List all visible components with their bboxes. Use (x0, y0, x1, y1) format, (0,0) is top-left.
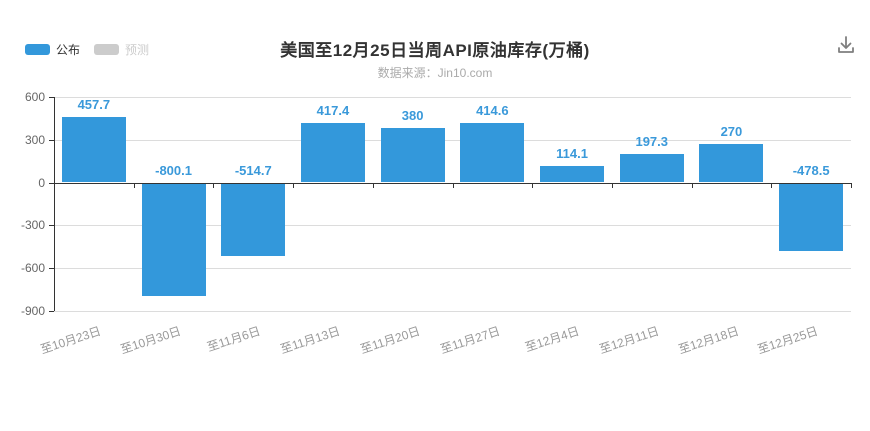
x-axis-tick (532, 182, 534, 188)
bar-value-label: 114.1 (556, 146, 588, 162)
bar-value-label: -800.1 (155, 162, 192, 178)
y-axis-tick (49, 182, 54, 184)
legend: 公布 预测 (25, 41, 149, 58)
x-axis-label: 至11月27日 (438, 323, 502, 357)
x-axis-tick (611, 182, 613, 188)
y-axis-tick (49, 225, 54, 227)
gridline (54, 267, 851, 269)
bar-value-label: -514.7 (234, 162, 272, 178)
bar[interactable] (619, 154, 684, 183)
bar-value-label: 380 (401, 108, 424, 124)
bar[interactable] (779, 182, 844, 251)
x-axis-tick (133, 182, 135, 188)
bar-value-label: 457.7 (77, 97, 111, 113)
legend-item-published[interactable]: 公布 (25, 41, 80, 58)
gridline (54, 139, 851, 141)
x-axis-label: 至11月20日 (358, 323, 422, 357)
gridline (54, 225, 851, 227)
x-axis-label: 至11月13日 (278, 323, 342, 357)
bar[interactable] (61, 117, 126, 183)
bar[interactable] (540, 166, 605, 183)
bar[interactable] (300, 123, 365, 183)
legend-swatch-published (25, 44, 50, 55)
y-axis-label: -300 (20, 218, 45, 233)
chart-title: 美国至12月25日当周API原油库存(万桶) (280, 41, 590, 60)
x-axis-label: 至12月18日 (676, 323, 741, 357)
x-axis-label: 至10月30日 (118, 323, 183, 357)
y-axis-tick (49, 267, 54, 269)
download-icon[interactable] (834, 33, 858, 57)
y-axis-tick (49, 97, 54, 99)
bar-value-label: 417.4 (316, 103, 350, 119)
bar[interactable] (380, 128, 445, 183)
legend-label-forecast: 预测 (125, 43, 150, 57)
bar[interactable] (221, 182, 286, 256)
gridline (54, 97, 851, 99)
x-axis-tick (293, 182, 295, 188)
x-axis-label: 至10月23日 (38, 323, 103, 357)
x-axis-tick (213, 182, 215, 188)
x-axis-label: 至11月6日 (205, 323, 263, 355)
chart-subtitle: 数据来源：Jin10.com (377, 66, 493, 80)
bar-value-label: 414.6 (476, 103, 509, 119)
bar[interactable] (699, 144, 764, 183)
y-axis-label: -600 (20, 260, 45, 275)
x-axis-tick (372, 182, 374, 188)
gridline (54, 310, 851, 312)
bar[interactable] (141, 182, 206, 297)
x-axis-tick (452, 182, 454, 188)
x-axis-label: 至12月11日 (597, 323, 661, 357)
y-axis (54, 97, 55, 311)
y-axis-label: 600 (24, 90, 45, 105)
bar[interactable] (460, 123, 525, 183)
x-axis-label: 至12月4日 (523, 323, 582, 355)
legend-swatch-forecast (94, 44, 120, 55)
x-axis-tick (54, 182, 55, 188)
x-axis-tick (691, 182, 693, 188)
y-axis-tick (49, 310, 54, 312)
y-axis-label: 0 (38, 175, 45, 190)
legend-label-published: 公布 (56, 43, 81, 57)
y-axis-label: 300 (24, 132, 45, 147)
legend-item-forecast[interactable]: 预测 (94, 41, 149, 58)
y-axis-tick (49, 139, 54, 141)
x-axis-tick (771, 182, 773, 188)
bar-value-label: -478.5 (792, 162, 830, 178)
x-axis-label: 至12月25日 (756, 323, 821, 357)
x-axis-tick (851, 182, 852, 188)
bar-value-label: 270 (720, 124, 743, 140)
y-axis-label: -900 (20, 303, 45, 318)
bar-value-label: 197.3 (635, 134, 669, 150)
